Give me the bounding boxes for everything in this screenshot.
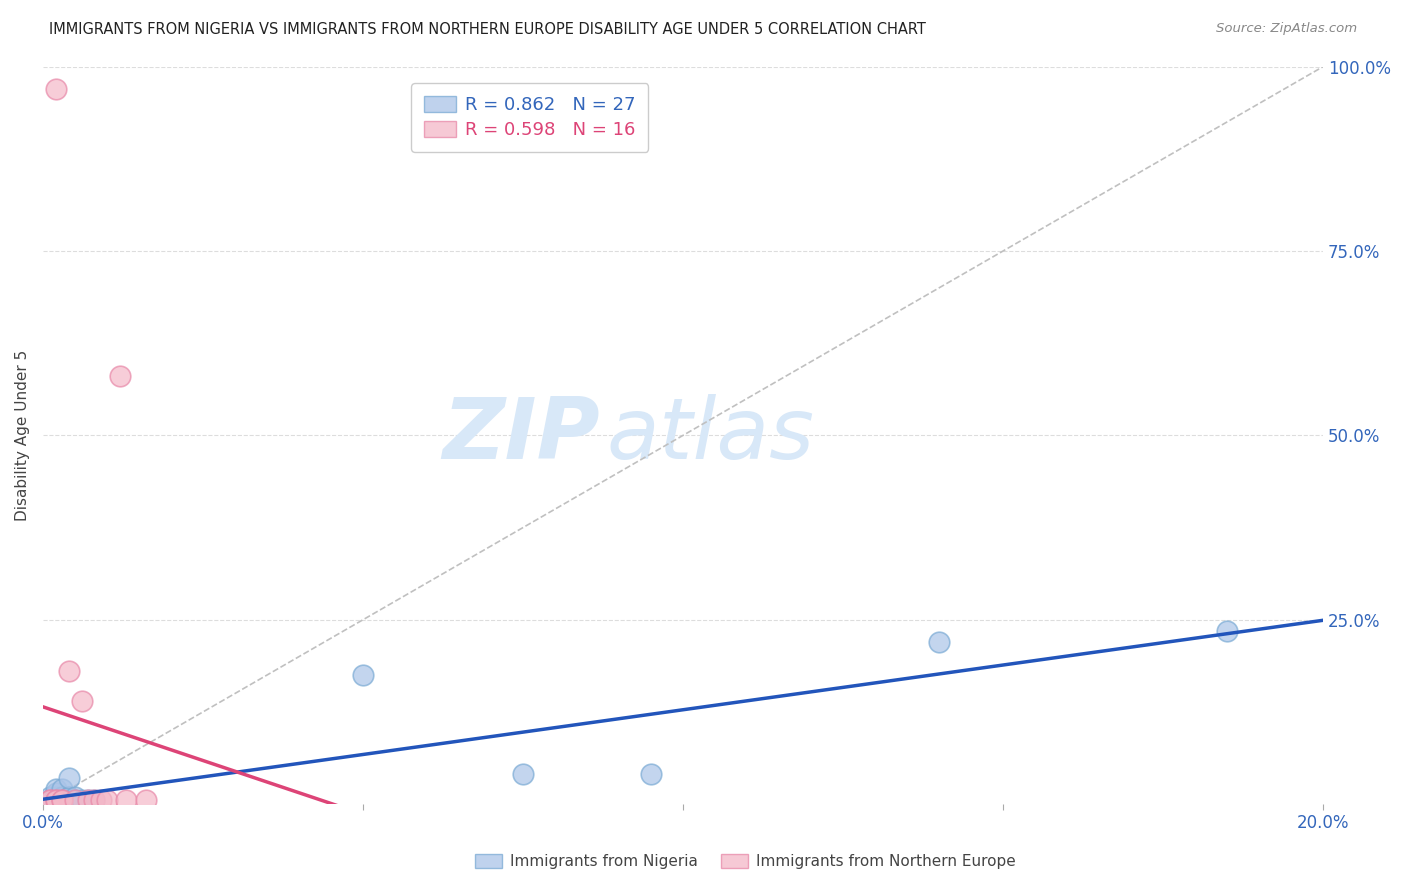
Point: [135, 793, 157, 807]
Point: [928, 634, 950, 648]
Point: [90, 793, 112, 807]
Text: Source: ZipAtlas.com: Source: ZipAtlas.com: [1216, 22, 1357, 36]
Point: [45, 782, 67, 797]
Point: [83, 793, 105, 807]
Point: [640, 767, 662, 781]
Point: [58, 789, 80, 804]
Point: [58, 771, 80, 785]
Point: [38, 793, 60, 807]
Point: [63, 789, 86, 804]
Point: [45, 789, 67, 804]
Point: [38, 793, 60, 807]
Point: [58, 789, 80, 804]
Point: [51, 789, 73, 804]
Point: [1216, 624, 1239, 638]
Point: [51, 793, 73, 807]
Legend: R = 0.862   N = 27, R = 0.598   N = 16: R = 0.862 N = 27, R = 0.598 N = 16: [411, 83, 648, 152]
Point: [38, 793, 60, 807]
Point: [45, 789, 67, 804]
Point: [58, 793, 80, 807]
Point: [45, 793, 67, 807]
Y-axis label: Disability Age Under 5: Disability Age Under 5: [15, 350, 30, 521]
Point: [77, 793, 100, 807]
Point: [51, 793, 73, 807]
Point: [63, 793, 86, 807]
Text: atlas: atlas: [606, 393, 814, 477]
Legend: Immigrants from Nigeria, Immigrants from Northern Europe: Immigrants from Nigeria, Immigrants from…: [468, 848, 1022, 875]
Point: [352, 668, 374, 682]
Point: [45, 793, 67, 807]
Point: [58, 665, 80, 679]
Point: [51, 793, 73, 807]
Point: [70, 793, 93, 807]
Point: [45, 793, 67, 807]
Point: [108, 369, 131, 384]
Point: [96, 793, 118, 807]
Point: [512, 767, 534, 781]
Point: [115, 793, 138, 807]
Point: [38, 789, 60, 804]
Point: [70, 694, 93, 708]
Point: [38, 793, 60, 807]
Point: [45, 786, 67, 800]
Text: ZIP: ZIP: [443, 393, 600, 477]
Point: [77, 793, 100, 807]
Text: IMMIGRANTS FROM NIGERIA VS IMMIGRANTS FROM NORTHERN EUROPE DISABILITY AGE UNDER : IMMIGRANTS FROM NIGERIA VS IMMIGRANTS FR…: [49, 22, 927, 37]
Point: [45, 81, 67, 95]
Point: [38, 793, 60, 807]
Point: [51, 782, 73, 797]
Point: [63, 793, 86, 807]
Point: [51, 793, 73, 807]
Point: [83, 793, 105, 807]
